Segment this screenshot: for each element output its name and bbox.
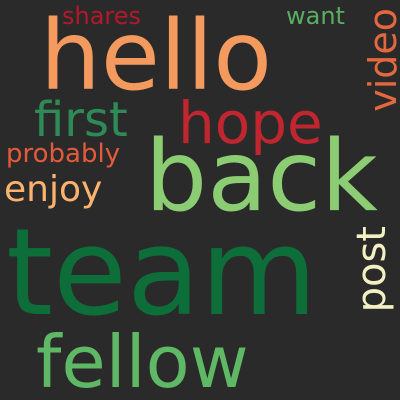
word-probably: probably: [6, 139, 121, 169]
word-shares: shares: [62, 2, 142, 30]
word-post: post: [349, 226, 395, 313]
word-back: back: [145, 120, 378, 234]
word-want: want: [286, 2, 345, 30]
word-fellow: fellow: [36, 320, 249, 400]
word-video: video: [361, 8, 400, 112]
word-enjoy: enjoy: [4, 169, 103, 210]
word-hello: hello: [40, 0, 272, 112]
word-first: first: [34, 92, 128, 148]
word-hope: hope: [178, 89, 323, 157]
word-team: team: [6, 204, 318, 343]
